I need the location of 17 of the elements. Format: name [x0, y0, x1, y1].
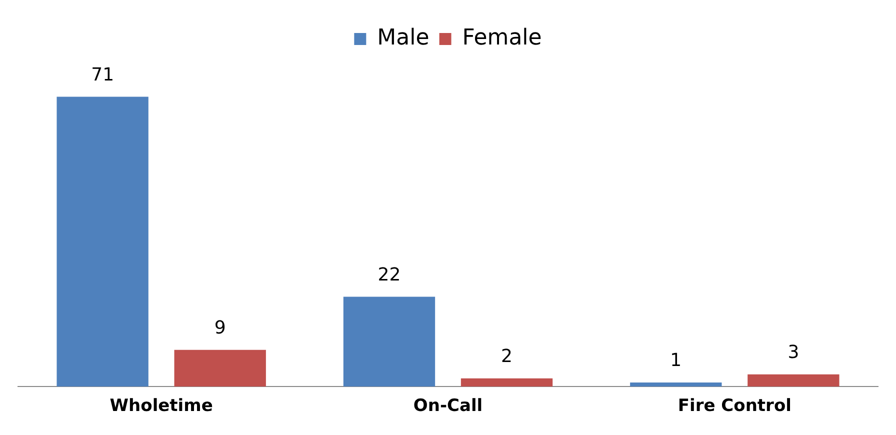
x-tick-label: On-Call [413, 396, 483, 416]
legend-label: Male [377, 26, 430, 51]
bar [460, 378, 553, 387]
bar [343, 296, 436, 387]
data-label: 22 [378, 264, 401, 286]
bar [630, 382, 722, 387]
bar [748, 374, 840, 387]
data-label: 71 [91, 64, 114, 86]
data-label: 1 [670, 350, 682, 372]
data-label: 3 [788, 342, 800, 364]
bar [56, 96, 148, 387]
legend-label: Female [462, 26, 542, 51]
bar [174, 350, 266, 387]
data-label: 9 [214, 318, 226, 339]
data-label: 2 [501, 346, 512, 368]
x-tick-label: Wholetime [110, 396, 213, 416]
x-tick-label: Fire Control [678, 396, 792, 416]
